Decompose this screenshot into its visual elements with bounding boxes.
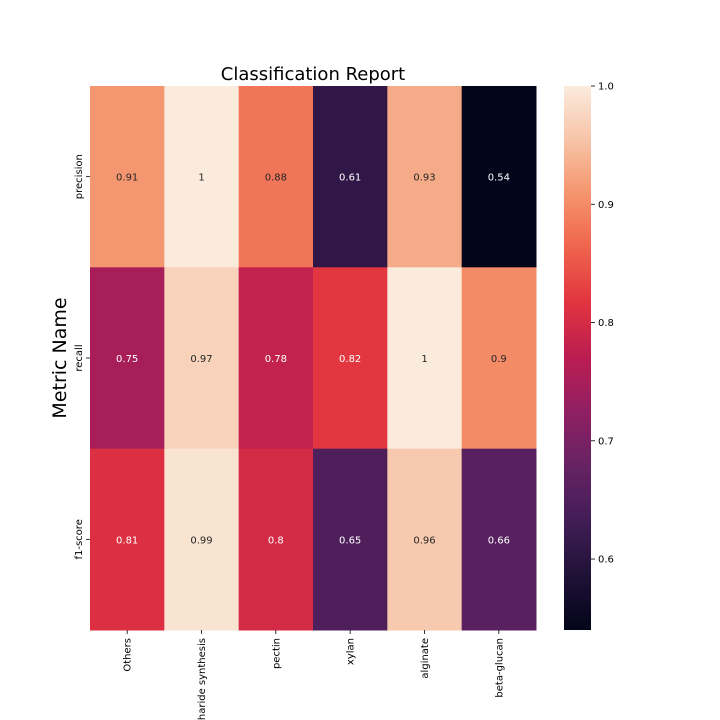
cell-annotation: 0.61 [339,173,361,184]
y-axis-label: Metric Name [49,297,71,418]
x-tick-label: pectin [271,638,282,669]
colorbar-tick-label: 0.8 [598,318,614,329]
heatmap-cell [461,86,537,268]
heatmap-cell [90,267,165,450]
heatmap-cell [313,86,388,268]
colorbar [564,86,591,630]
x-tick-label: charide synthesis [197,638,208,720]
colorbar-ticks: 0.6 0.7 0.8 0.9 1.0 [591,82,614,566]
y-axis-ticks: precision recall f1-score [74,154,90,560]
x-axis-ticks: Others charide synthesis pectin xylan algina… [123,630,505,720]
colorbar-tick-label: 1.0 [598,82,614,93]
cell-annotation: 0.78 [265,354,287,365]
heatmap-cells: 0.91 1 0.88 0.61 0.93 0.54 0.75 0.97 0.78 0.82 1 0.… [90,86,537,631]
colorbar-tick-label: 0.6 [598,555,614,566]
cell-annotation: 0.93 [413,173,435,184]
x-tick-label: Others [123,638,134,672]
colorbar-tick-label: 0.9 [598,200,614,211]
cell-annotation: 0.96 [413,535,435,546]
cell-annotation: 0.91 [116,173,138,184]
y-tick-label: recall [74,344,85,371]
x-tick-label: xylan [346,638,357,665]
cell-annotation: 0.81 [116,535,138,546]
heatmap-cell [461,448,537,631]
heatmap-cell [238,86,314,268]
cell-annotation: 1 [421,354,427,365]
cell-annotation: 0.54 [488,173,510,184]
y-tick-label: precision [74,154,85,199]
heatmap-cell [387,267,463,450]
cell-annotation: 0.65 [339,535,361,546]
cell-annotation: 0.97 [190,354,212,365]
cell-annotation: 0.99 [190,535,212,546]
heatmap-cell [164,448,240,631]
heatmap-cell [90,448,165,631]
heatmap-cell [387,86,463,268]
cell-annotation: 0.8 [268,535,284,546]
heatmap-cell [90,86,165,268]
heatmap-cell [238,448,314,631]
heatmap-cell [238,267,314,450]
y-tick-label: f1-score [74,519,85,559]
cell-annotation: 0.88 [265,173,287,184]
colorbar-tick-label: 0.7 [598,436,614,447]
cell-annotation: 0.82 [339,354,361,365]
x-tick-label: beta-glucan [494,638,505,698]
x-tick-label: alginate [420,638,431,679]
heatmap-cell [461,267,537,450]
cell-annotation: 0.9 [491,354,507,365]
heatmap-cell [313,448,388,631]
heatmap-cell [387,448,463,631]
cell-annotation: 0.75 [116,354,138,365]
heatmap-cell [313,267,388,450]
cell-annotation: 1 [198,173,204,184]
heatmap-cell [164,86,240,268]
cell-annotation: 0.66 [488,535,510,546]
heatmap-cell [164,267,240,450]
chart-title: Classification Report [221,64,406,85]
